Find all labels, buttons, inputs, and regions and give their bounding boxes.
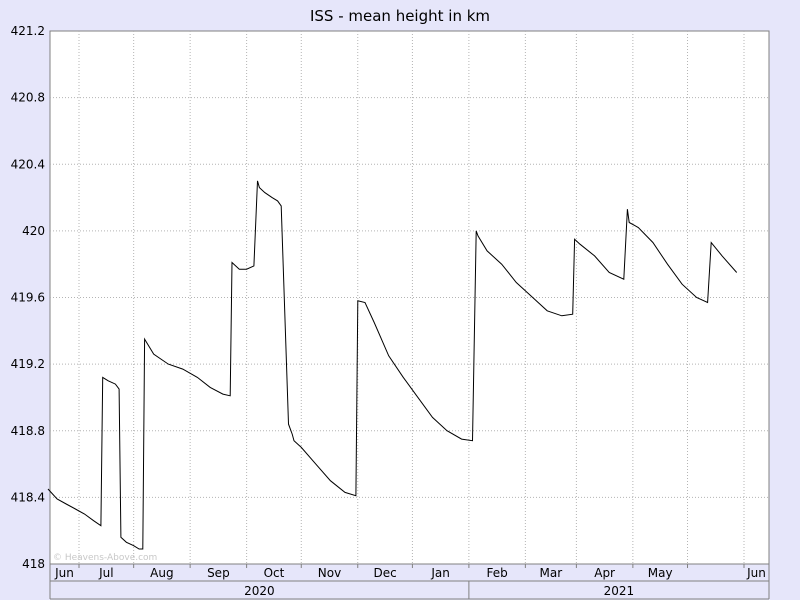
x-tick-label: Jun (54, 566, 74, 580)
grid-lines (50, 31, 769, 564)
y-axis-ticks: 418 418.4 418.8 419.2 419.6 420 420.4 420.8 421.… (11, 24, 45, 571)
y-tick-label: 420.4 (11, 157, 45, 171)
x-tick-label: Nov (318, 566, 341, 580)
x-tick-label: Jan (430, 566, 450, 580)
x-tick-label: Jun (746, 566, 766, 580)
x-axis: Jun Jul Aug Sep Oct Nov Dec Jan Feb Mar Apr May Jun 2… (49, 564, 770, 600)
x-tick-label: Feb (487, 566, 508, 580)
y-tick-label: 418 (22, 557, 45, 571)
x-year-label: 2020 (244, 584, 275, 598)
x-tick-label: Sep (207, 566, 230, 580)
x-tick-label: Dec (373, 566, 396, 580)
chart-title: ISS - mean height in km (310, 7, 490, 25)
x-tick-label: Jul (98, 566, 113, 580)
series-line (47, 180, 738, 550)
y-tick-label: 418.8 (11, 424, 45, 438)
y-tick-label: 421.2 (11, 24, 45, 38)
y-tick-label: 420 (22, 224, 45, 238)
y-tick-label: 420.8 (11, 91, 45, 105)
x-tick-label: Aug (150, 566, 173, 580)
x-year-label: 2021 (604, 584, 635, 598)
y-tick-label: 419.2 (11, 357, 45, 371)
x-tick-label: May (648, 566, 673, 580)
x-tick-label: Oct (264, 566, 285, 580)
y-tick-label: 419.6 (11, 291, 45, 305)
watermark-text: © Heavens-Above.com (53, 553, 157, 563)
x-tick-label: Apr (594, 566, 615, 580)
y-tick-label: 418.4 (11, 490, 45, 504)
x-tick-label: Mar (540, 566, 563, 580)
plot-area (49, 30, 770, 565)
